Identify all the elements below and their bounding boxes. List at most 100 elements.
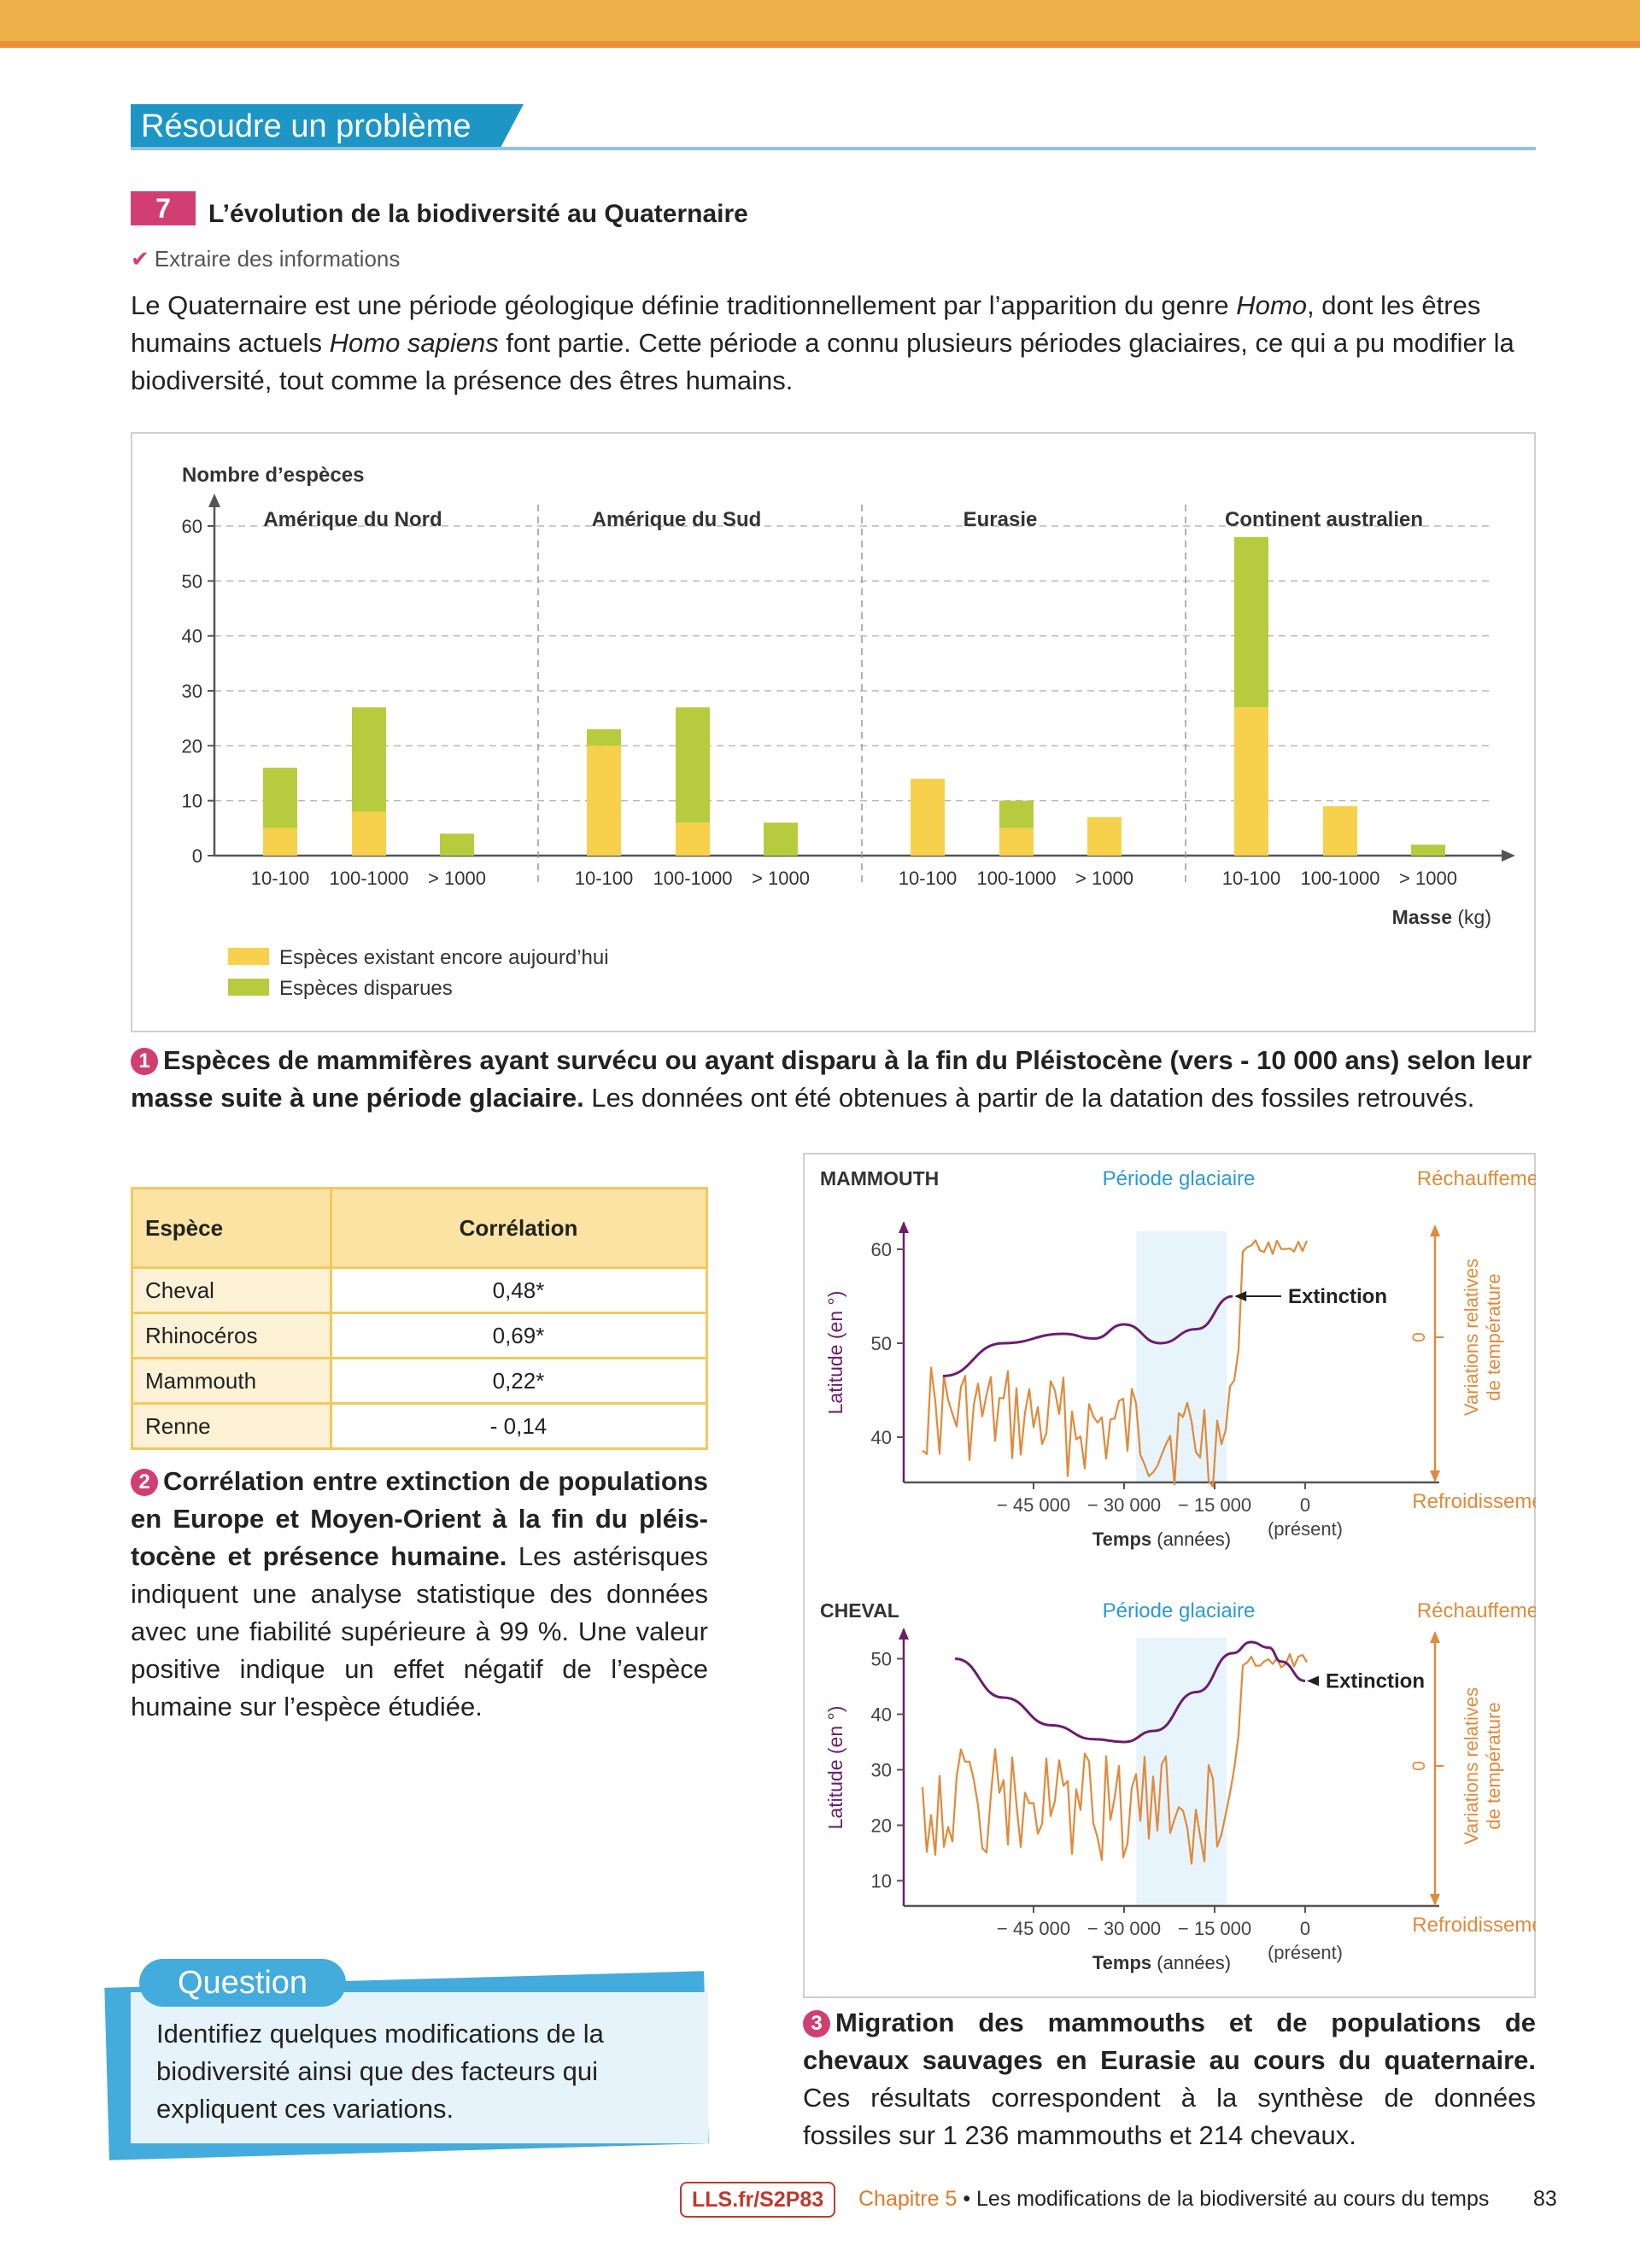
bar-surviving xyxy=(263,827,297,856)
x-tick-label: > 1000 xyxy=(428,868,486,889)
top-banner xyxy=(0,0,1640,41)
extinction-arrowhead xyxy=(1234,1291,1247,1301)
question-box xyxy=(131,1992,708,2143)
bar-extinct xyxy=(1234,536,1268,708)
y-tick-label: 60 xyxy=(182,516,202,537)
x-tick-label: 0 xyxy=(1300,1918,1310,1939)
doc1-caption: 1 Espèces de mammifères ayant survécu ou … xyxy=(131,1042,1536,1117)
bar-extinct xyxy=(764,822,798,856)
warming-label: Réchauffement xyxy=(1417,1599,1536,1622)
table-cell-species: Rhinocéros xyxy=(131,1312,332,1359)
temperature-line xyxy=(921,1653,1308,1865)
temperature-zero-label: 0 xyxy=(1409,1332,1429,1342)
doc3-chart-frame xyxy=(803,1153,1536,1998)
mammoth-migration-chart: MAMMOUTH Période glaciaire Réchauffement 40… xyxy=(820,1167,1536,1550)
x-tick-label: > 1000 xyxy=(1399,868,1457,889)
table-header-correlation: Corrélation xyxy=(330,1187,708,1269)
x-tick-label: 100-1000 xyxy=(977,868,1057,889)
intro-text-2: , dont les êtres humains actuels xyxy=(131,290,1481,358)
bar-surviving xyxy=(1323,806,1357,856)
bar-extinct xyxy=(999,800,1034,828)
y-tick-label: 40 xyxy=(871,1704,892,1726)
temperature-axis-arrow-up xyxy=(1430,1225,1440,1236)
bar-surviving xyxy=(676,822,710,856)
x-tick-label: − 30 000 xyxy=(1087,1494,1161,1516)
present-label: (présent) xyxy=(1268,1942,1343,1963)
bar-surviving xyxy=(1234,707,1268,856)
footer-chapter: Chapitre 5 • Les modifications de la bio… xyxy=(858,2187,1489,2212)
top-banner-stripe xyxy=(0,41,1640,48)
y-tick-label: 20 xyxy=(871,1815,892,1837)
doc3-badge: 3 xyxy=(803,2010,830,2037)
section-rule xyxy=(131,147,1536,150)
glacial-period-label: Période glaciaire xyxy=(1103,1167,1256,1190)
extinction-label: Extinction xyxy=(1326,1670,1425,1693)
intro-text-3: font partie. Cette période a connu plusi… xyxy=(131,328,1514,395)
table-row: Rhinocéros 0,69* xyxy=(131,1312,708,1359)
temperature-axis-arrow-up xyxy=(1430,1631,1440,1643)
temperature-zero-label: 0 xyxy=(1409,1761,1429,1771)
footer-link[interactable]: LLS.fr/S2P83 xyxy=(680,2182,836,2218)
table-cell-species: Cheval xyxy=(131,1266,332,1314)
y-tick-label: 50 xyxy=(182,570,202,592)
cooling-label: Refroidissement xyxy=(1412,1914,1536,1937)
x-tick-label: 0 xyxy=(1300,1494,1310,1516)
skill-label: ✔ Extraire des informations xyxy=(131,246,400,272)
y-axis-arrow xyxy=(208,494,220,507)
x-tick-label: 100-1000 xyxy=(330,868,409,889)
exercise-title: L’évolution de la biodiversité au Quater… xyxy=(208,200,748,228)
y-tick-label: 50 xyxy=(871,1333,892,1354)
horse-migration-chart: CHEVAL Période glaciaire Réchauffement 10 20… xyxy=(820,1599,1536,1973)
y-tick-label: 10 xyxy=(871,1871,892,1892)
footer-chapter-number: Chapitre 5 xyxy=(858,2187,958,2211)
bar-extinct xyxy=(263,768,297,828)
x-tick-label: 100-1000 xyxy=(653,868,733,889)
doc3-caption: 3 Migration des mammouths et de populatio… xyxy=(803,2004,1536,2154)
temperature-axis-title: Variations relativesde température xyxy=(1461,1259,1504,1416)
table-row: Mammouth 0,22* xyxy=(131,1357,708,1405)
x-tick-label: 10-100 xyxy=(899,868,958,889)
page-number: 83 xyxy=(1533,2187,1557,2211)
table-cell-correlation: 0,48* xyxy=(330,1266,708,1314)
y-tick-label: 40 xyxy=(182,626,202,647)
chart-title: MAMMOUTH xyxy=(820,1167,939,1190)
x-tick-label: − 45 000 xyxy=(997,1918,1070,1939)
y-tick-label: 20 xyxy=(182,735,202,757)
y-tick-label: 10 xyxy=(182,791,202,812)
x-tick-label: 10-100 xyxy=(251,868,310,889)
temperature-axis-title: Variations relativesde température xyxy=(1461,1687,1504,1844)
doc1-badge: 1 xyxy=(131,1048,158,1075)
bar-extinct xyxy=(676,707,710,823)
x-axis-title: Temps (années) xyxy=(1092,1952,1231,1973)
table-cell-correlation: - 0,14 xyxy=(330,1402,708,1450)
legend-label: Espèces existant encore aujourd’hui xyxy=(279,946,609,969)
y-tick-label: 30 xyxy=(871,1760,892,1781)
temperature-line xyxy=(922,1239,1309,1488)
legend-label: Espèces disparues xyxy=(279,977,453,1000)
x-tick-label: > 1000 xyxy=(752,868,810,889)
doc2-caption-text: Les astérisques indiquent une analyse st… xyxy=(131,1541,708,1721)
x-axis-title: Masse (kg) xyxy=(1392,906,1491,928)
extinction-label: Extinction xyxy=(1288,1285,1387,1308)
doc3-caption-bold: Migration des mammouths et de population… xyxy=(803,2008,1536,2075)
x-tick-label: 100-1000 xyxy=(1301,868,1380,889)
intro-paragraph: Le Quaternaire est une période géologiqu… xyxy=(131,287,1536,400)
y-axis-title: Latitude (en °) xyxy=(824,1706,846,1830)
question-text: Identifiez quelques modifications de la … xyxy=(156,2019,604,2124)
x-tick-label: − 45 000 xyxy=(997,1494,1070,1516)
x-tick-label: 10-100 xyxy=(575,868,634,889)
table-cell-species: Mammouth xyxy=(131,1357,332,1405)
y-axis-arrow xyxy=(899,1628,909,1640)
table-cell-species: Renne xyxy=(131,1402,332,1450)
glacial-period-label: Période glaciaire xyxy=(1103,1599,1256,1622)
y-tick-label: 60 xyxy=(871,1239,892,1260)
bar-surviving xyxy=(352,811,386,856)
section-banner xyxy=(131,104,524,149)
group-label: Amérique du Sud xyxy=(592,508,762,531)
doc2-caption-bold: Corrélation entre extinction de populati… xyxy=(131,1466,708,1571)
cooling-label: Refroidissement xyxy=(1412,1490,1536,1513)
temperature-axis-arrow-down xyxy=(1430,1894,1440,1906)
y-axis-title: Nombre d’espèces xyxy=(182,464,364,487)
glacial-period-band xyxy=(1136,1231,1227,1482)
bar-extinct xyxy=(440,833,474,856)
